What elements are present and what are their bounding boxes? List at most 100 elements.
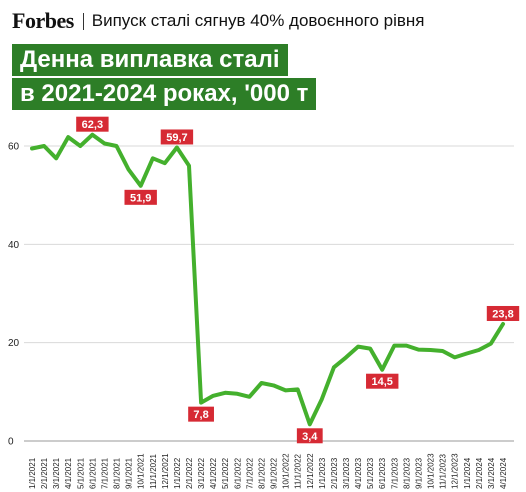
x-tick-label: 12/1/2023 [451, 453, 460, 489]
x-tick-label: 12/1/2022 [306, 453, 315, 489]
data-point [308, 422, 312, 426]
x-tick-label: 4/1/2024 [499, 457, 508, 489]
x-tick-label: 9/1/2022 [270, 457, 279, 489]
x-tick-label: 9/1/2021 [125, 457, 134, 489]
data-label: 23,8 [492, 308, 513, 320]
x-tick-label: 10/1/2022 [282, 453, 291, 489]
data-point [416, 348, 420, 352]
data-point [453, 355, 457, 359]
x-tick-label: 2/1/2021 [40, 457, 49, 489]
x-tick-label: 5/1/2021 [76, 457, 85, 489]
data-point [54, 156, 58, 160]
data-point [392, 344, 396, 348]
x-tick-label: 11/1/2022 [294, 453, 303, 489]
x-tick-label: 1/1/2022 [173, 457, 182, 489]
y-tick-label: 20 [8, 338, 20, 349]
header-subtitle: Випуск сталі сягнув 40% довоєнного рівня [91, 11, 425, 30]
x-tick-label: 2/1/2022 [185, 457, 194, 489]
x-tick-label: 2/1/2023 [330, 457, 339, 489]
data-point [211, 394, 215, 398]
data-point [139, 184, 143, 188]
data-point [368, 347, 372, 351]
x-tick-label: 1/1/2023 [318, 457, 327, 489]
data-point [223, 391, 227, 395]
x-tick-label: 3/1/2024 [487, 457, 496, 489]
x-tick-label: 2/1/2024 [475, 457, 484, 489]
data-point [90, 133, 94, 137]
x-tick-label: 5/1/2023 [366, 457, 375, 489]
x-tick-label: 3/1/2023 [342, 457, 351, 489]
x-tick-label: 4/1/2021 [64, 457, 73, 489]
data-point [187, 164, 191, 168]
data-point [501, 322, 505, 326]
data-point [151, 156, 155, 160]
data-point [66, 135, 70, 139]
x-tick-label: 1/1/2021 [28, 457, 37, 489]
data-label: 3,4 [302, 431, 318, 443]
data-point [42, 144, 46, 148]
x-tick-label: 8/1/2023 [402, 457, 411, 489]
x-tick-label: 10/1/2023 [427, 453, 436, 489]
header: Forbes Випуск сталі сягнув 40% довоєнног… [12, 8, 424, 34]
data-point [356, 345, 360, 349]
data-point [127, 168, 131, 172]
data-point [272, 383, 276, 387]
data-label-box [124, 189, 157, 205]
data-point [489, 342, 493, 346]
data-label-box [76, 116, 109, 132]
x-tick-label: 6/1/2023 [378, 457, 387, 489]
data-point [404, 344, 408, 348]
data-point [102, 142, 106, 146]
x-tick-label: 8/1/2021 [113, 457, 122, 489]
data-point [235, 392, 239, 396]
data-point [259, 381, 263, 385]
data-label-box [160, 129, 194, 145]
x-tick-label: 9/1/2023 [414, 457, 423, 489]
data-label-box [188, 406, 214, 422]
data-point [441, 349, 445, 353]
data-label: 59,7 [166, 132, 187, 144]
y-tick-label: 60 [8, 142, 20, 153]
x-tick-label: 11/1/2021 [149, 453, 158, 489]
data-label-box [486, 305, 520, 321]
data-label-box [366, 373, 399, 389]
x-tick-label: 6/1/2021 [88, 457, 97, 489]
data-point [296, 387, 300, 391]
data-point [477, 348, 481, 352]
data-point [199, 401, 203, 405]
data-point [163, 161, 167, 165]
data-label: 7,8 [193, 409, 208, 421]
data-point [332, 365, 336, 369]
x-tick-label: 3/1/2022 [197, 457, 206, 489]
brand-logo: Forbes [12, 8, 74, 33]
x-tick-label: 7/1/2021 [100, 457, 109, 489]
x-tick-label: 6/1/2022 [233, 457, 242, 489]
x-tick-label: 7/1/2022 [245, 457, 254, 489]
data-point [429, 348, 433, 352]
x-tick-label: 4/1/2022 [209, 457, 218, 489]
data-label: 62,3 [82, 119, 103, 131]
header-divider [82, 12, 84, 30]
x-tick-label: 5/1/2022 [221, 457, 230, 489]
y-tick-label: 40 [8, 240, 20, 251]
data-point [284, 388, 288, 392]
data-point [78, 144, 82, 148]
x-tick-label: 7/1/2023 [390, 457, 399, 489]
data-point [115, 144, 119, 148]
chart-title-line-1: Денна виплавка сталі [12, 44, 288, 76]
x-tick-label: 3/1/2021 [52, 457, 61, 489]
data-point [344, 355, 348, 359]
x-tick-label: 12/1/2021 [161, 453, 170, 489]
series-line [30, 132, 505, 427]
x-tick-label: 10/1/2021 [137, 453, 146, 489]
data-label: 51,9 [130, 192, 151, 204]
data-point [380, 368, 384, 372]
data-label: 14,5 [372, 376, 393, 388]
data-label-box [296, 428, 323, 444]
x-tick-label: 11/1/2023 [439, 453, 448, 489]
data-point [320, 397, 324, 401]
x-tick-label: 8/1/2022 [257, 457, 266, 489]
x-tick-label: 4/1/2023 [354, 457, 363, 489]
x-tick-label: 1/1/2024 [463, 457, 472, 489]
